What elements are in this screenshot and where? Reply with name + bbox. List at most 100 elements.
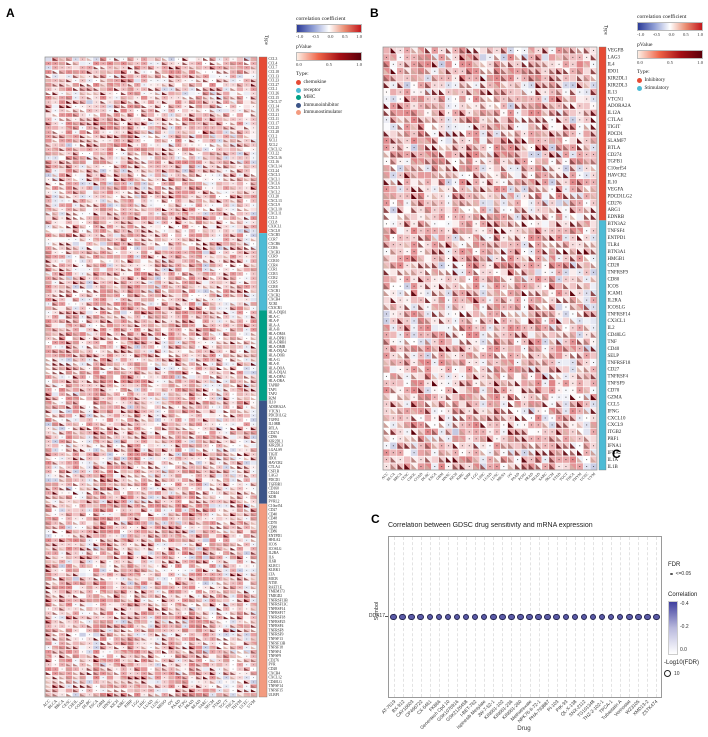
- drug-correlation-dot: [408, 613, 415, 621]
- drug-dot-plot: [388, 536, 662, 698]
- y-tick-label: DDX17: [368, 613, 385, 619]
- drug-correlation-dot: [598, 613, 606, 621]
- type-legend-item: Immunoinhibitor: [296, 102, 366, 109]
- drug-correlation-dot: [480, 613, 488, 621]
- pval-legend-ticks: 0.0 0.5 1.0: [296, 62, 362, 68]
- correlation-legend-title: Correlation: [668, 592, 698, 598]
- drug-correlation-dot: [553, 613, 560, 621]
- tick: -0.4: [680, 601, 689, 607]
- type-label: receptor: [303, 86, 321, 93]
- tick: 1.0: [356, 61, 362, 67]
- panel-b-legend: correlation coefficient -1.0 -0.5 0.0 0.…: [637, 14, 707, 92]
- pval-legend-title: pValue: [296, 43, 312, 50]
- type-legend-item: chemokine: [296, 79, 366, 86]
- fdr-point-icon: [670, 572, 673, 576]
- pval-legend-title: pValue: [637, 41, 653, 48]
- type-legend-title: Type:: [296, 71, 309, 78]
- corr-legend-title: correlation coefficient: [637, 14, 687, 20]
- tick: 0.5: [326, 61, 332, 67]
- tick: 0.0: [680, 647, 687, 653]
- tick: 0.0: [296, 61, 302, 67]
- tick: 0.5: [682, 31, 689, 37]
- size-value: 10: [674, 670, 680, 677]
- pval-legend-ticks: 0.0 0.5 1.0: [637, 60, 703, 66]
- correlation-gradient-bar: [668, 601, 678, 655]
- type-color-dot-icon: [296, 95, 301, 101]
- tick: -0.5: [652, 31, 661, 37]
- drug-correlation-dot: [589, 613, 597, 621]
- drug-correlation-dot: [544, 613, 551, 621]
- drug-correlation-dot: [399, 613, 406, 621]
- type-legend-items-a: chemokine receptor MHC Immunoinhibitor Immun…: [296, 79, 366, 116]
- type-legend-item: Immunostimulator: [296, 109, 366, 116]
- panel-a-legend: correlation coefficient -1.0 -0.5 0.0 0.…: [296, 16, 366, 117]
- drug-correlation-dot: [453, 613, 461, 621]
- type-color-dot-icon: [637, 85, 642, 91]
- type-label: chemokine: [303, 79, 327, 86]
- drug-correlation-dot: [571, 613, 579, 621]
- corr-legend-title: correlation coefficient: [296, 16, 346, 22]
- type-legend-item: Inhibitory: [637, 77, 707, 84]
- tick: 1.0: [697, 59, 703, 65]
- type-legend-items-b: Inhibitory Stimulatory: [637, 77, 707, 91]
- y-axis-title: Symbol: [374, 601, 380, 621]
- fdr-threshold: <=0.05: [675, 571, 692, 577]
- tick: -0.2: [680, 624, 689, 630]
- drug-correlation-dot: [499, 613, 506, 621]
- type-legend-item: MHC: [296, 94, 366, 101]
- drug-correlation-dot: [526, 613, 533, 621]
- type-label: Inhibitory: [644, 77, 666, 84]
- type-legend-title: Type:: [637, 69, 650, 76]
- tick: 1.0: [356, 33, 362, 39]
- type-label: MHC: [303, 94, 316, 101]
- type-color-dot-icon: [296, 87, 301, 93]
- corr-gradient-bar: [637, 21, 703, 31]
- corr-legend-ticks: -1.0 -0.5 0.0 0.5 1.0: [637, 32, 703, 38]
- size-circle-icon: [664, 670, 671, 677]
- pval-gradient-bar: [296, 51, 362, 61]
- drug-correlation-dot: [517, 613, 524, 621]
- drug-correlation-dot: [644, 613, 651, 621]
- drug-correlation-dot: [626, 613, 633, 621]
- type-label: Immunostimulator: [303, 109, 343, 116]
- pval-gradient-bar: [637, 49, 703, 59]
- drug-correlation-dot: [471, 613, 479, 621]
- x-axis-title: Drug: [517, 725, 531, 732]
- tick: 0.5: [341, 33, 348, 39]
- tick: -1.0: [296, 33, 304, 39]
- tick: -0.5: [311, 33, 320, 39]
- drug-correlation-dot: [435, 613, 443, 621]
- log10fdr-legend-title: -Log10(FDR): [664, 660, 700, 666]
- log10fdr-legend: -Log10(FDR) 10: [664, 660, 699, 677]
- drug-correlation-dot: [535, 613, 542, 621]
- tick: 1.0: [697, 31, 703, 37]
- tick: 0.0: [668, 31, 675, 37]
- tick: -1.0: [637, 31, 645, 37]
- drug-correlation-dot: [616, 613, 624, 621]
- drug-correlation-dot: [444, 613, 452, 621]
- panel-b-stray-c-label: C: [612, 447, 621, 461]
- fdr-legend: FDR <=0.05: [668, 562, 691, 577]
- corr-gradient-bar: [296, 23, 362, 33]
- panel-c-label: C: [371, 512, 380, 526]
- drug-correlation-dot: [653, 613, 660, 621]
- panel-c-title: Correlation between GDSC drug sensitivit…: [388, 522, 593, 529]
- drug-correlation-dot: [580, 613, 588, 621]
- drug-correlation-dot: [490, 613, 497, 621]
- drug-correlation-dot: [508, 613, 515, 621]
- type-legend-item: receptor: [296, 87, 366, 94]
- type-color-dot-icon: [296, 110, 301, 116]
- fdr-legend-title: FDR: [668, 562, 681, 568]
- panel-b-label: B: [370, 6, 379, 20]
- tick: 0.5: [667, 59, 673, 65]
- drug-correlation-dot: [607, 613, 615, 621]
- drug-correlation-dot: [426, 613, 434, 621]
- y-tick: [385, 616, 388, 617]
- corr-legend-ticks: -1.0 -0.5 0.0 0.5 1.0: [296, 34, 362, 40]
- drug-correlation-dot: [462, 613, 470, 621]
- drug-correlation-dot: [635, 613, 642, 621]
- type-label: Stimulatory: [644, 84, 670, 91]
- tick: 0.0: [637, 59, 643, 65]
- type-color-dot-icon: [637, 78, 642, 84]
